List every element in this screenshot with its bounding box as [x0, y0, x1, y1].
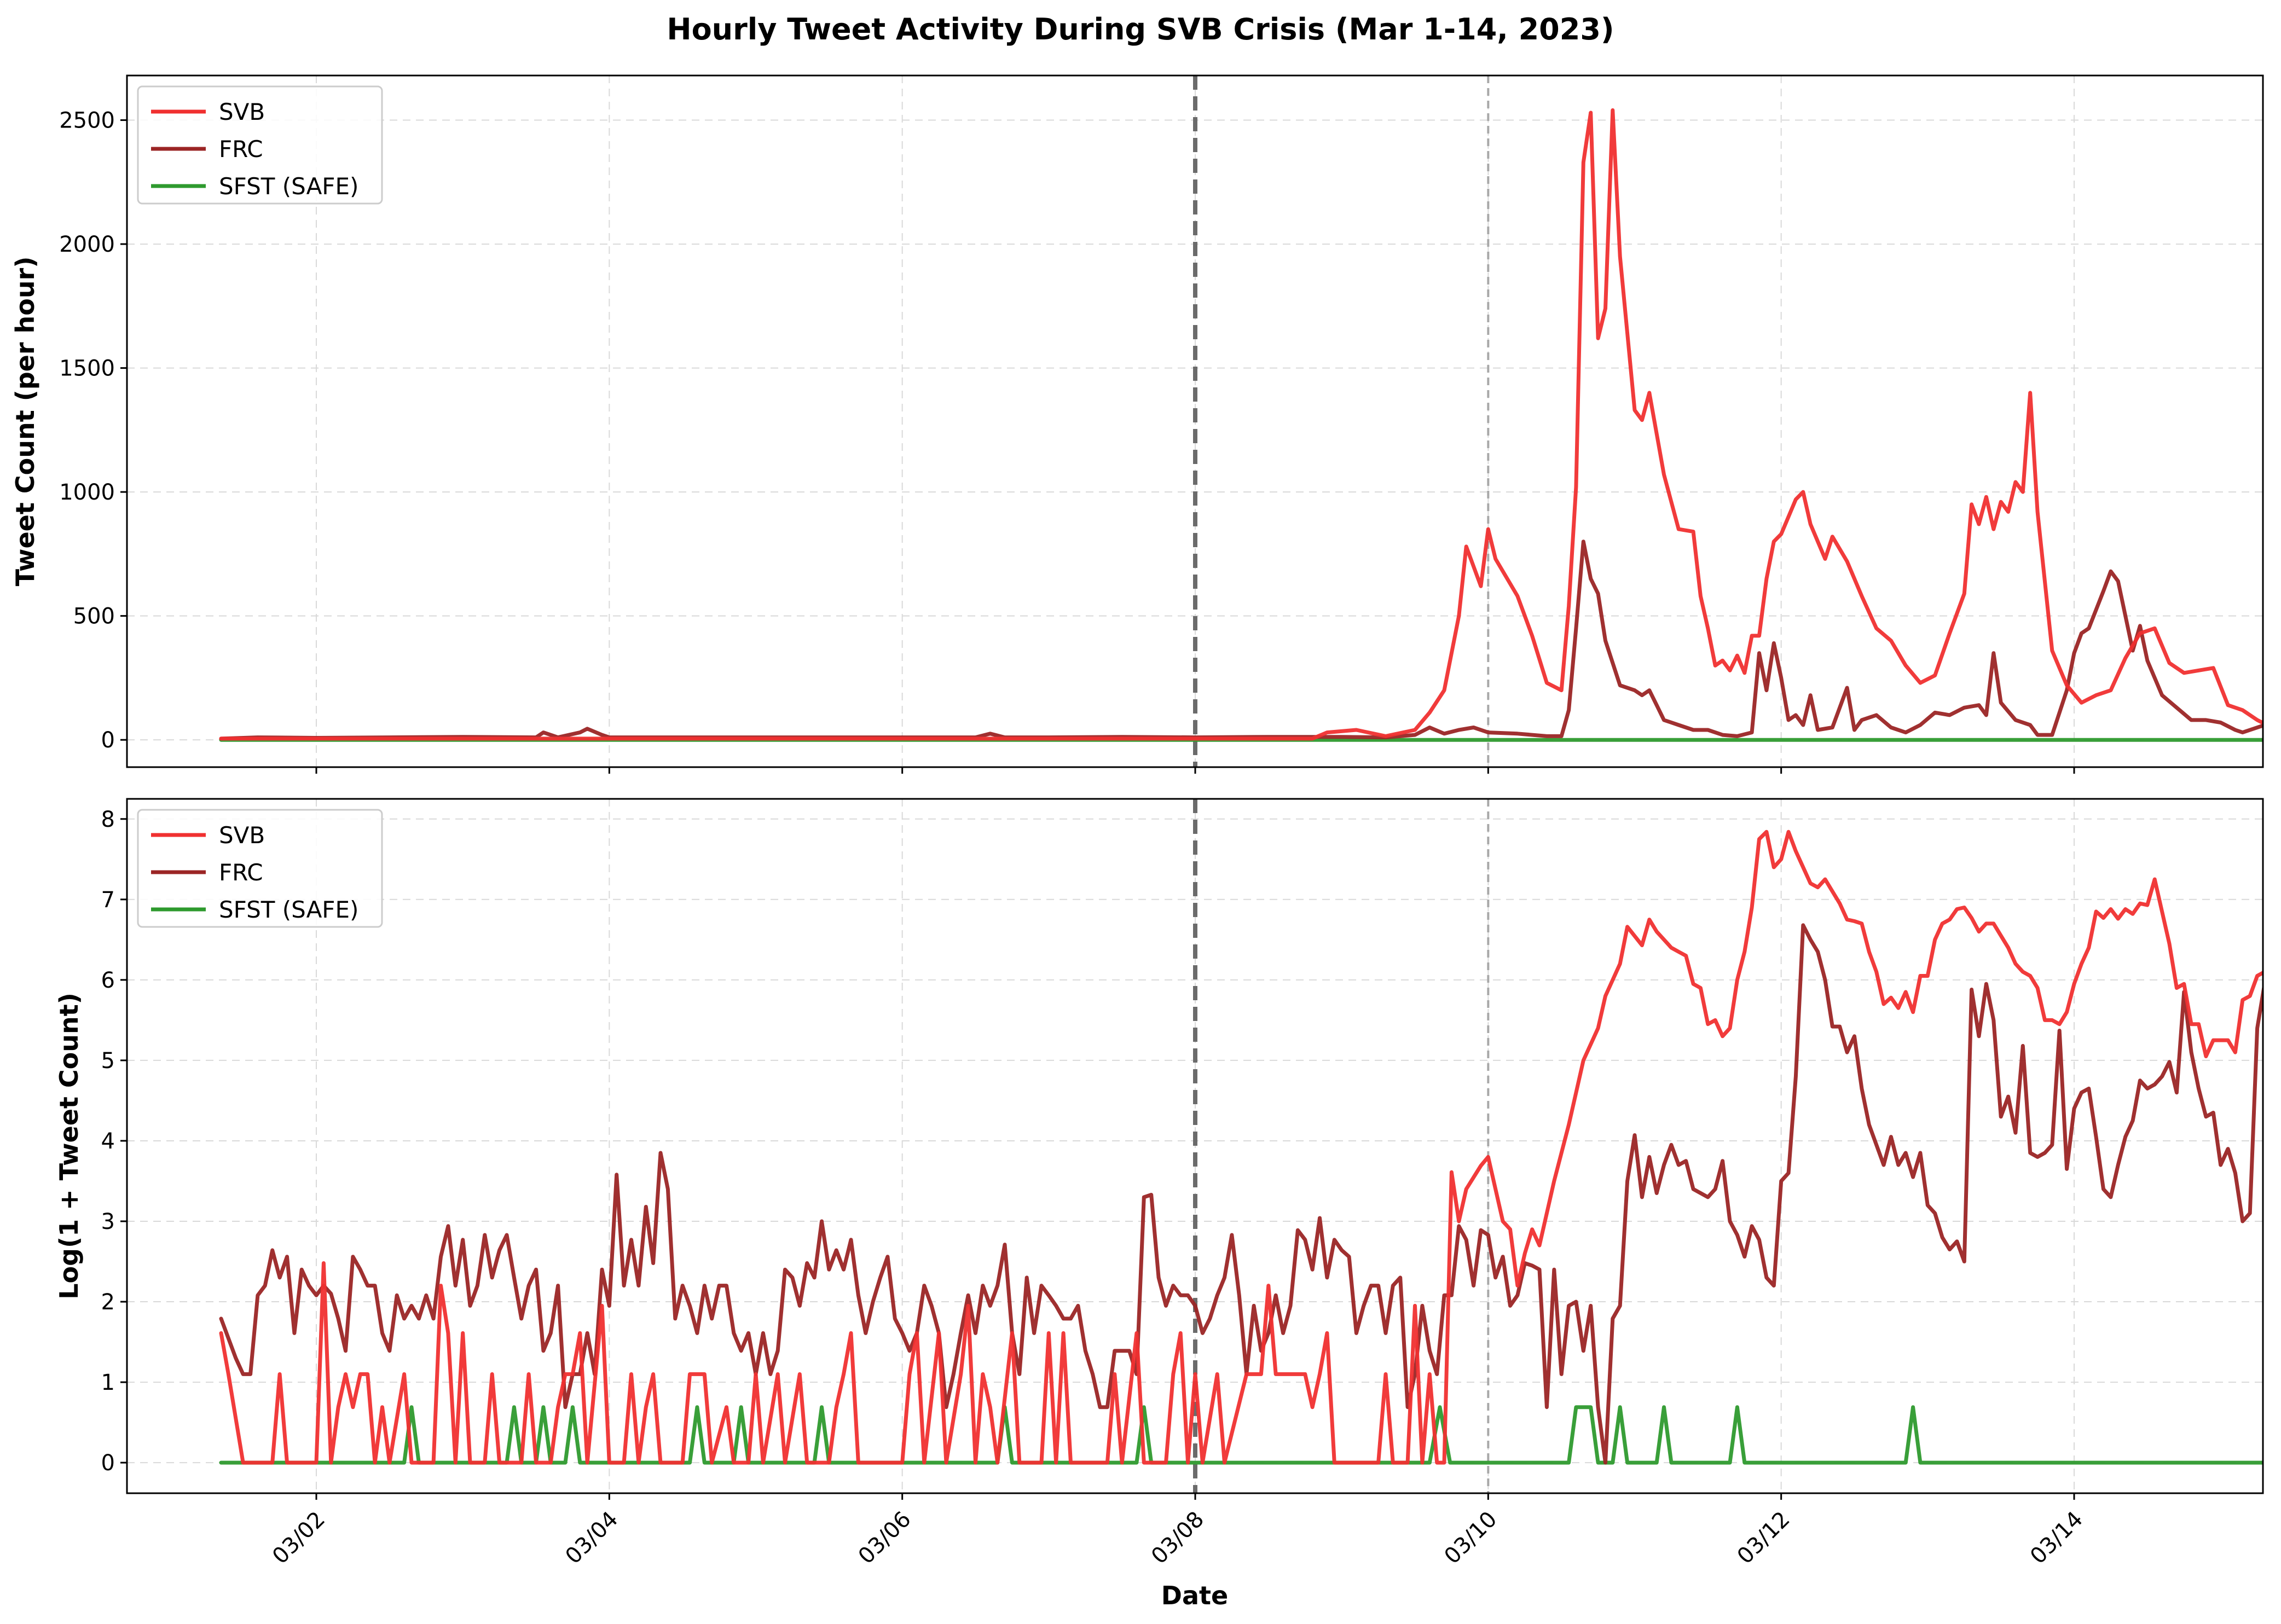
y-tick-label: 1: [101, 1370, 115, 1395]
legend-entry: SVB: [219, 98, 265, 125]
y-tick-label: 0: [101, 728, 115, 753]
legend-entry: FRC: [219, 136, 263, 163]
legend-entry: SFST (SAFE): [219, 173, 358, 200]
y-tick-label: 5: [101, 1048, 115, 1074]
series-line-svb: [219, 830, 2263, 1465]
y-tick-label: 7: [101, 888, 115, 913]
y-axis-label: Tweet Count (per hour): [10, 257, 40, 587]
series-line-frc: [219, 923, 2263, 1465]
legend-box: [137, 85, 383, 205]
legend-box: [137, 809, 383, 928]
series-group: [219, 830, 2263, 1465]
legend-entry: FRC: [219, 859, 263, 886]
y-tick-label: 3: [101, 1209, 115, 1234]
y-tick-label: 2500: [59, 108, 115, 134]
series-line-sfst-safe: [219, 1405, 2263, 1465]
panel-tweet-count: 0 500 1000 1500 2000 2500 Tweet Count (per hou…: [10, 74, 2264, 774]
series-line-svb: [219, 108, 2263, 741]
y-tick-label: 1500: [59, 356, 115, 381]
chart-title: Hourly Tweet Activity During SVB Crisis …: [667, 12, 1614, 47]
y-tick-label: 500: [73, 604, 115, 629]
legend: SVB FRC SFST (SAFE): [137, 85, 383, 205]
y-tick-label: 2: [101, 1290, 115, 1315]
legend: SVB FRC SFST (SAFE): [137, 809, 383, 928]
x-axis-label: Date: [1161, 1581, 1228, 1610]
y-axis-label: Log(1 + Tweet Count): [54, 993, 84, 1300]
y-tick-label: 4: [101, 1129, 115, 1154]
y-tick-label: 2000: [59, 232, 115, 257]
legend-entry: SFST (SAFE): [219, 896, 358, 923]
series-group: [219, 108, 2263, 742]
y-tick-label: 8: [101, 807, 115, 832]
legend-entry: SVB: [219, 822, 265, 849]
y-tick-label: 6: [101, 968, 115, 993]
y-tick-label: 0: [101, 1451, 115, 1476]
y-tick-label: 1000: [59, 480, 115, 505]
